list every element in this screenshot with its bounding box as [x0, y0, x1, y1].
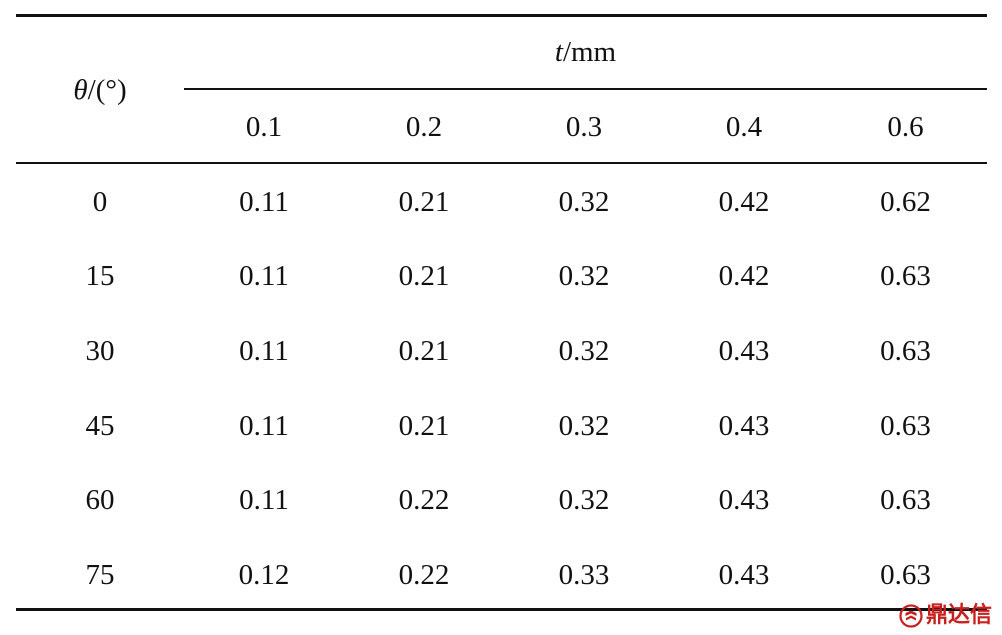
table-header-rule — [16, 162, 987, 164]
table-cell: 0.32 — [558, 484, 610, 516]
table-cell: 0.43 — [718, 559, 770, 591]
table-cell: 0.33 — [558, 559, 610, 591]
table-cell: 0.42 — [718, 260, 770, 292]
table-cell: 0.32 — [558, 410, 610, 442]
table-cell: 0.11 — [239, 484, 289, 516]
column-header: 0.3 — [565, 111, 603, 143]
column-header: 0.2 — [405, 111, 443, 143]
table-bottom-rule — [16, 608, 987, 611]
table-cell: 0.32 — [558, 260, 610, 292]
row-label: 45 — [85, 410, 115, 442]
column-group-unit: /mm — [562, 36, 617, 68]
row-label: 60 — [85, 484, 115, 516]
row-header-unit: /(°) — [87, 74, 127, 106]
data-table: θ/(°) t/mm 0.1 0.2 0.3 0.4 0.6 0 0.11 0.… — [16, 14, 987, 612]
table-cell: 0.63 — [880, 260, 931, 292]
table-cell: 0.32 — [558, 335, 610, 367]
table-cell: 0.62 — [880, 186, 931, 218]
column-group-symbol: t — [554, 36, 563, 68]
row-label: 15 — [85, 260, 115, 292]
column-header: 0.1 — [245, 111, 283, 143]
watermark-text: 鼎达信 — [925, 603, 992, 628]
table-cell: 0.11 — [239, 335, 289, 367]
table-cell: 0.32 — [558, 186, 610, 218]
table-top-rule — [16, 14, 987, 17]
table-cell: 0.21 — [398, 186, 450, 218]
column-header: 0.6 — [887, 111, 924, 143]
table-cell: 0.22 — [398, 559, 450, 591]
row-label: 75 — [85, 559, 115, 591]
row-label: 0 — [92, 186, 108, 218]
table-cell: 0.63 — [880, 559, 931, 591]
table-cell: 0.63 — [880, 410, 931, 442]
row-header-symbol: θ — [73, 74, 88, 106]
table-cell: 0.43 — [718, 410, 770, 442]
table-cell: 0.21 — [398, 335, 450, 367]
watermark: 鼎达信 — [899, 603, 992, 629]
table-cell: 0.43 — [718, 335, 770, 367]
table-cell: 0.11 — [239, 260, 289, 292]
table-cell: 0.21 — [398, 410, 450, 442]
column-header: 0.4 — [725, 111, 763, 143]
table-cell: 0.63 — [880, 484, 931, 516]
brand-logo-icon — [899, 604, 923, 628]
table-cell: 0.43 — [718, 484, 770, 516]
table-cell: 0.22 — [398, 484, 450, 516]
table-cell: 0.11 — [239, 186, 289, 218]
table-cell: 0.42 — [718, 186, 770, 218]
row-header-theta: θ/(°) — [16, 72, 184, 108]
table-cell: 0.63 — [880, 335, 931, 367]
column-group-rule — [184, 88, 987, 90]
column-group-header: t/mm — [184, 34, 987, 70]
row-label: 30 — [85, 335, 115, 367]
table-cell: 0.11 — [239, 410, 289, 442]
table-cell: 0.12 — [238, 559, 290, 591]
table-cell: 0.21 — [398, 260, 450, 292]
